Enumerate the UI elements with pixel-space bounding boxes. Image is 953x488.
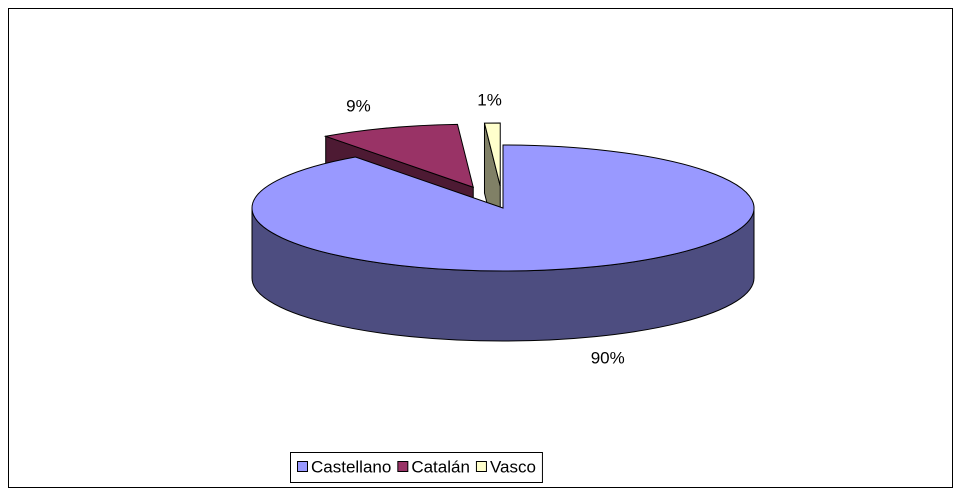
legend	[290, 452, 543, 483]
data-label: 1%	[477, 90, 502, 109]
pie: 90% 9% 1%	[251, 90, 755, 367]
data-label: 9%	[346, 97, 371, 116]
legend-swatch	[397, 461, 409, 472]
slice	[251, 144, 755, 272]
legend-swatch	[297, 461, 308, 472]
slice	[323, 123, 474, 189]
legend-swatch	[475, 461, 487, 472]
slice	[483, 122, 501, 187]
legend-label: Vasco	[490, 457, 536, 476]
data-label: 90%	[591, 348, 625, 367]
legend-label: Catalán	[411, 457, 470, 476]
legend-items: Castellano Catalán Vasco	[297, 457, 536, 476]
legend-label: Castellano	[311, 457, 391, 476]
